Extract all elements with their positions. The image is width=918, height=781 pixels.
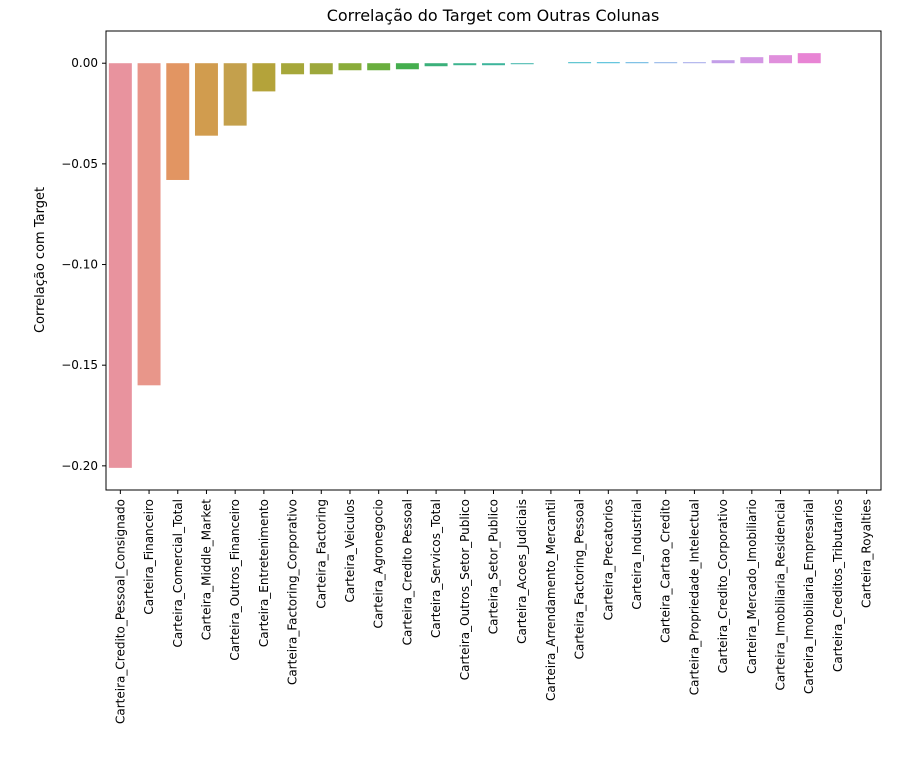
x-tick-label: Carteira_Setor_Publico: [487, 499, 501, 634]
x-tick-label: Carteira_Financeiro: [142, 499, 156, 615]
bar-carteira-factoring-pessoal: [568, 62, 592, 64]
bar-carteira-acoes-judiciais: [510, 63, 534, 65]
bar-carteira-comercial-total: [166, 63, 190, 180]
x-tick-label: Carteira_Middle_Market: [199, 499, 213, 641]
bar-carteira-setor-publico: [482, 63, 505, 66]
y-tick-label: −0.05: [61, 157, 98, 171]
y-tick-label: −0.15: [61, 358, 98, 372]
y-axis-label: Correlação com Target: [33, 187, 48, 333]
y-tick-label: −0.10: [61, 258, 98, 272]
x-tick-label: Carteira_Creditos_Tributarios: [831, 499, 845, 672]
x-tick-label: Carteira_Arrendamento_Mercantil: [544, 499, 558, 701]
bar-carteira-financeiro: [137, 63, 161, 386]
x-tick-label: Carteira_Acoes_Judiciais: [515, 499, 529, 644]
x-tick-label: Carteira_Precatorios: [601, 499, 615, 620]
y-tick-label: 0.00: [71, 56, 98, 70]
bar-carteira-outros-financeiro: [223, 63, 247, 126]
bar-carteira-imobiliaria-residencial: [769, 55, 793, 64]
bar-carteira-credito-corporativo: [711, 60, 735, 64]
x-tick-label: Carteira_Propriedade_Intelectual: [687, 499, 701, 695]
y-tick-label: −0.20: [61, 459, 98, 473]
bar-carteira-propriedade-intelectual: [682, 62, 706, 64]
x-tick-label: Carteira_Imobiliaria_Residencial: [774, 499, 788, 691]
bar-carteira-outros-setor-publico: [453, 63, 477, 66]
x-tick-label: Carteira_Entretenimento: [257, 499, 271, 647]
x-tick-label: Carteira_Comercial_Total: [171, 499, 185, 647]
x-tick-label: Carteira_Credito_Corporativo: [716, 499, 730, 673]
bar-carteira-precatorios: [596, 62, 620, 64]
x-tick-label: Carteira_Servicos_Total: [429, 499, 443, 638]
bar-carteira-middle-market: [194, 63, 218, 136]
x-tick-label: Carteira_Factoring_Pessoal: [573, 499, 587, 659]
x-tick-label: Carteira_Royalties: [860, 499, 874, 608]
bar-carteira-veiculos: [338, 63, 362, 71]
x-tick-label: Carteira_Factoring: [314, 499, 328, 609]
bar-carteira-entretenimento: [252, 63, 276, 92]
bar-carteira-cartao-credito: [654, 62, 678, 64]
bar-carteira-factoring-corporativo: [281, 63, 305, 75]
bars-group: [108, 53, 879, 468]
plot-frame: [105, 30, 882, 491]
bar-carteira-agronegocio: [367, 63, 391, 71]
x-tick-label: Carteira_Imobiliaria_Empresarial: [802, 499, 816, 694]
bar-carteira-industrial: [625, 62, 649, 64]
x-tick-label: Carteira_Credito_Pessoal_Consignado: [113, 499, 127, 724]
bar-carteira-mercado-imobiliario: [740, 57, 764, 64]
x-tick-label: Carteira_Outros_Setor_Publico: [458, 499, 472, 680]
x-tick-label: Carteira_Factoring_Corporativo: [286, 499, 300, 685]
x-axis-ticks: Carteira_Credito_Pessoal_Consignado Carte…: [113, 490, 874, 724]
bar-carteira-factoring: [309, 63, 333, 75]
x-tick-label: Carteira_Cartao_Credito: [659, 499, 673, 643]
y-axis-ticks: 0.00 −0.05 −0.10 −0.15 −0.20: [61, 56, 106, 473]
bar-carteira-credito-pessoal: [395, 63, 419, 70]
bar-carteira-imobiliaria-empresarial: [797, 53, 821, 64]
x-tick-label: Carteira_Mercado_Imobiliario: [745, 499, 759, 674]
x-tick-label: Carteira_Agronegocio: [372, 499, 386, 628]
x-tick-label: Carteira_Outros_Financeiro: [228, 499, 242, 661]
chart-title: Correlação do Target com Outras Colunas: [327, 6, 660, 25]
bar-carteira-servicos-total: [424, 63, 448, 67]
x-tick-label: Carteira_Credito Pessoal: [400, 499, 414, 645]
x-tick-label: Carteira_Veiculos: [343, 499, 357, 603]
bar-carteira-credito-pessoal-consignado: [108, 63, 132, 468]
x-tick-label: Carteira_Industrial: [630, 499, 644, 610]
